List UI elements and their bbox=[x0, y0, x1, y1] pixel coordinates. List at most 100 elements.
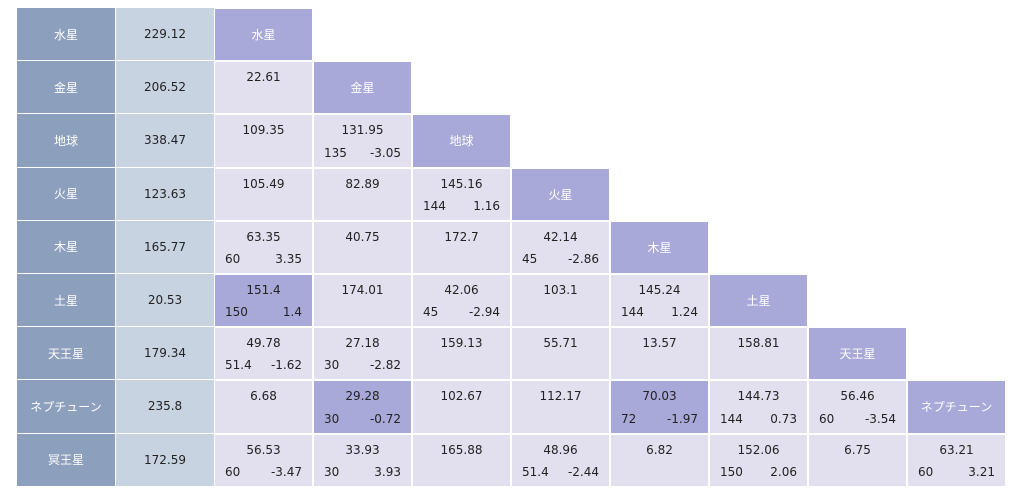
aspect-angle: 135 bbox=[324, 145, 347, 160]
aspect-value: 105.49 bbox=[242, 176, 285, 191]
row-total-value: 229.12 bbox=[115, 8, 214, 62]
aspect-cell: 174.01 bbox=[313, 274, 412, 328]
aspect-value: 145.16 bbox=[440, 176, 483, 191]
aspect-cell: 33.93 30 3.93 bbox=[313, 433, 412, 487]
aspect-orb: 3.35 bbox=[275, 251, 302, 266]
aspect-value: 56.53 bbox=[246, 442, 281, 457]
aspect-cell: 103.1 bbox=[511, 274, 610, 328]
diagonal-planet-label: 水星 bbox=[214, 8, 313, 62]
aspect-cell: 42.06 45 -2.94 bbox=[412, 274, 511, 328]
aspect-value: 13.57 bbox=[642, 336, 677, 351]
aspect-cell: 56.46 60 -3.54 bbox=[808, 380, 907, 434]
aspect-orb: -2.86 bbox=[567, 251, 599, 266]
aspect-value: 40.75 bbox=[345, 229, 380, 244]
aspect-value: 158.81 bbox=[737, 336, 780, 351]
aspect-cell: 109.35 bbox=[214, 114, 313, 168]
aspect-value: 55.71 bbox=[543, 336, 578, 351]
aspect-value: 33.93 bbox=[345, 442, 380, 457]
aspect-orb: 3.21 bbox=[968, 464, 995, 479]
aspect-cell: 165.88 bbox=[412, 433, 511, 487]
aspect-cell: 144.73 144 0.73 bbox=[709, 380, 808, 434]
aspect-value: 144.73 bbox=[737, 389, 780, 404]
aspect-value: 145.24 bbox=[638, 283, 681, 297]
aspect-value: 174.01 bbox=[341, 283, 384, 297]
row-label: 土星 bbox=[17, 274, 115, 328]
aspect-orb: -2.44 bbox=[567, 464, 599, 479]
row-label: 火星 bbox=[17, 167, 115, 221]
aspect-cell: 6.75 bbox=[808, 433, 907, 487]
diagonal-planet-label: 天王星 bbox=[808, 327, 907, 381]
aspect-cell: 131.95 135 -3.05 bbox=[313, 114, 412, 168]
aspect-cell: 40.75 bbox=[313, 220, 412, 274]
row-label: 冥王星 bbox=[17, 433, 115, 487]
aspect-value: 165.88 bbox=[440, 442, 483, 457]
aspect-value: 172.7 bbox=[444, 229, 479, 244]
aspect-cell: 48.96 51.4 -2.44 bbox=[511, 433, 610, 487]
aspect-angle: 150 bbox=[720, 464, 743, 479]
aspect-angle: 30 bbox=[324, 464, 340, 479]
aspect-value: 42.14 bbox=[543, 229, 578, 244]
row-label: 水星 bbox=[17, 8, 115, 62]
aspect-cell: 145.24 144 1.24 bbox=[610, 274, 709, 328]
aspect-angle: 45 bbox=[522, 251, 538, 266]
aspect-cell: 159.13 bbox=[412, 327, 511, 381]
aspect-angle: 51.4 bbox=[522, 464, 549, 479]
aspect-value: 29.28 bbox=[345, 389, 380, 404]
aspect-value: 48.96 bbox=[543, 442, 578, 457]
row-label: 金星 bbox=[17, 61, 115, 115]
aspect-value: 159.13 bbox=[440, 336, 483, 351]
aspect-cell: 27.18 30 -2.82 bbox=[313, 327, 412, 381]
aspect-orb: -1.97 bbox=[666, 411, 698, 426]
aspect-angle: 60 bbox=[225, 251, 241, 266]
aspect-value: 102.67 bbox=[440, 389, 483, 404]
aspect-orb: 1.16 bbox=[473, 198, 500, 213]
aspect-cell: 112.17 bbox=[511, 380, 610, 434]
aspect-angle: 150 bbox=[225, 305, 248, 320]
aspect-value: 131.95 bbox=[341, 123, 384, 138]
aspect-orb: -3.05 bbox=[369, 145, 401, 160]
aspect-cell: 63.21 60 3.21 bbox=[907, 433, 1006, 487]
aspect-cell: 42.14 45 -2.86 bbox=[511, 220, 610, 274]
aspect-cell: 151.4 150 1.4 bbox=[214, 274, 313, 328]
diagonal-planet-label: 土星 bbox=[709, 274, 808, 328]
aspect-cell: 82.89 bbox=[313, 167, 412, 221]
aspect-cell: 145.16 144 1.16 bbox=[412, 167, 511, 221]
aspect-orb: -3.47 bbox=[270, 464, 302, 479]
diagonal-planet-label: 火星 bbox=[511, 167, 610, 221]
aspect-value: 6.68 bbox=[250, 389, 277, 404]
aspect-angle: 45 bbox=[423, 305, 439, 320]
aspect-angle: 144 bbox=[621, 305, 644, 320]
aspect-value: 151.4 bbox=[246, 283, 281, 297]
row-label: 地球 bbox=[17, 114, 115, 168]
aspect-cell: 56.53 60 -3.47 bbox=[214, 433, 313, 487]
aspect-value: 152.06 bbox=[737, 442, 780, 457]
aspect-value: 56.46 bbox=[840, 389, 875, 404]
aspect-value: 27.18 bbox=[345, 336, 380, 351]
aspect-cell: 29.28 30 -0.72 bbox=[313, 380, 412, 434]
aspect-orb: 3.93 bbox=[374, 464, 401, 479]
aspect-orb: -2.82 bbox=[369, 358, 401, 373]
aspect-value: 109.35 bbox=[242, 123, 285, 138]
aspect-cell: 70.03 72 -1.97 bbox=[610, 380, 709, 434]
aspect-cell: 6.82 bbox=[610, 433, 709, 487]
aspect-value: 6.82 bbox=[646, 442, 673, 457]
aspect-grid-table: 水星 229.12 金星 206.52 地球 338.47 火星 123.63 木星 165.77… bbox=[17, 8, 1024, 487]
aspect-value: 63.21 bbox=[939, 442, 974, 457]
aspect-orb: -2.94 bbox=[468, 305, 500, 320]
aspect-cell: 22.61 bbox=[214, 61, 313, 115]
diagonal-planet-label: 木星 bbox=[610, 220, 709, 274]
aspect-cell: 49.78 51.4 -1.62 bbox=[214, 327, 313, 381]
aspect-cell: 172.7 bbox=[412, 220, 511, 274]
aspect-value: 49.78 bbox=[246, 336, 281, 351]
aspect-value: 42.06 bbox=[444, 283, 479, 297]
row-total-value: 206.52 bbox=[115, 61, 214, 115]
aspect-value: 70.03 bbox=[642, 389, 677, 404]
diagonal-planet-label: ネプチューン bbox=[907, 380, 1006, 434]
aspect-orb: -1.62 bbox=[270, 358, 302, 373]
aspect-cell: 63.35 60 3.35 bbox=[214, 220, 313, 274]
aspect-angle: 72 bbox=[621, 411, 637, 426]
aspect-orb: -3.54 bbox=[864, 411, 896, 426]
aspect-orb: 2.06 bbox=[770, 464, 797, 479]
aspect-angle: 30 bbox=[324, 411, 340, 426]
aspect-orb: 1.24 bbox=[671, 305, 698, 320]
